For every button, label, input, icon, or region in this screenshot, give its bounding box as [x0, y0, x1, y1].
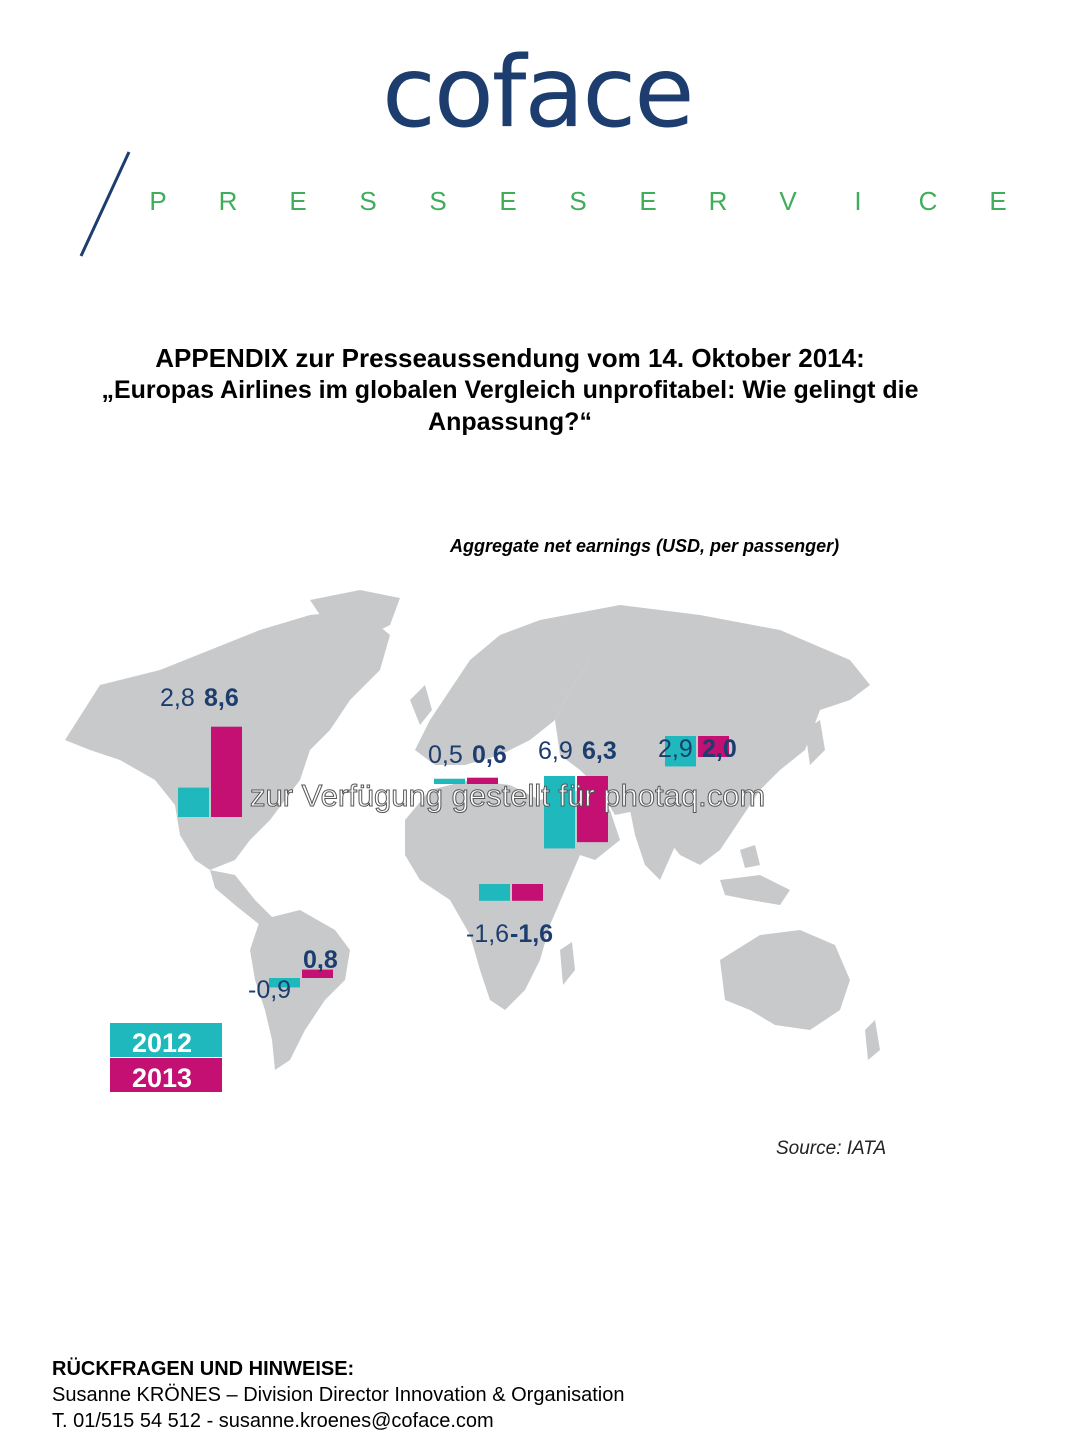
presse-letter: P [149, 186, 167, 216]
title-line-2: „Europas Airlines im globalen Vergleich … [101, 376, 919, 404]
presse-letter: I [854, 186, 862, 216]
coface-logo: coface [382, 40, 690, 140]
presse-letter: S [359, 186, 377, 216]
title-line-3: Anpassung?“ [428, 408, 592, 436]
source-note: Source: IATA [776, 1138, 887, 1159]
contact-block: RÜCKFRAGEN UND HINWEISE: Susanne KRÖNES … [52, 1356, 625, 1434]
presse-letter: E [989, 186, 1007, 216]
presse-letter: V [779, 186, 797, 216]
presse-letter: E [639, 186, 657, 216]
presse-letter: S [569, 186, 587, 216]
presse-letter: E [499, 186, 517, 216]
presse-letter: R [708, 186, 728, 216]
title-line-1: APPENDIX zur Presseaussendung vom 14. Ok… [155, 343, 865, 373]
watermark-text: zur Verfügung gestellt für photaq.com [249, 778, 766, 814]
world-map [65, 590, 880, 1070]
contact-phone-email: T. 01/515 54 512 - susanne.kroenes@cofac… [52, 1410, 494, 1432]
presse-letter: E [289, 186, 307, 216]
page-title: APPENDIX zur Presseaussendung vom 14. Ok… [40, 342, 980, 438]
presse-letter: S [429, 186, 447, 216]
presse-letter: C [918, 186, 938, 216]
presse-letter: R [218, 186, 238, 216]
contact-heading: RÜCKFRAGEN UND HINWEISE: [52, 1358, 355, 1380]
logo-text: coface [382, 40, 690, 140]
contact-person: Susanne KRÖNES – Division Director Innov… [52, 1384, 625, 1406]
slash-divider [79, 151, 131, 257]
chart-title: Aggregate net earnings (USD, per passeng… [450, 536, 840, 556]
